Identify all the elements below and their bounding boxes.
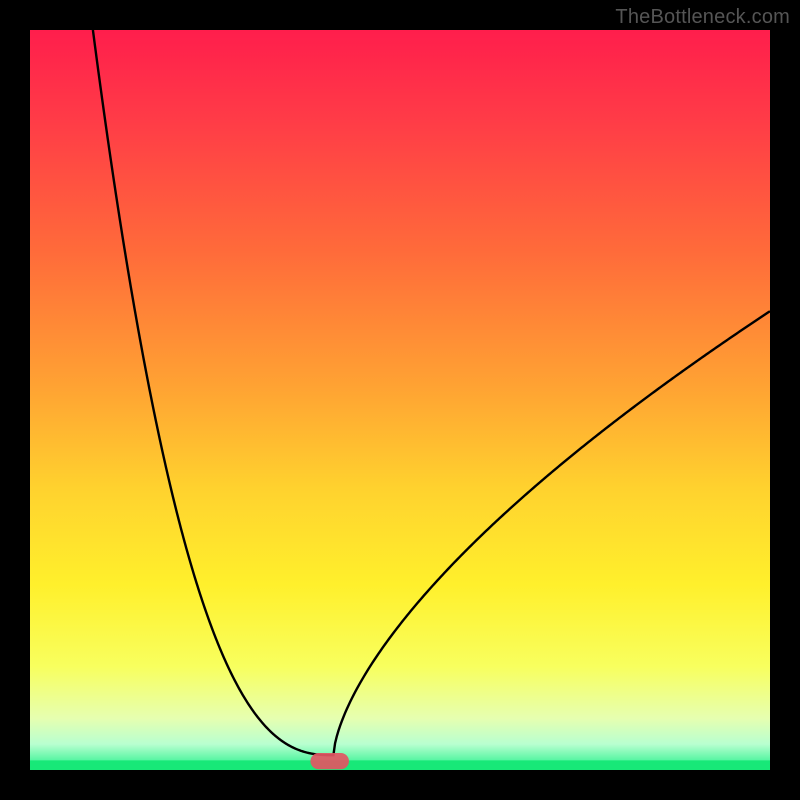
optimal-band	[30, 760, 770, 771]
watermark-text: TheBottleneck.com	[615, 6, 790, 29]
plot-background	[30, 30, 770, 770]
optimum-marker	[310, 753, 348, 769]
chart-container: TheBottleneck.com	[0, 0, 800, 800]
bottleneck-plot	[0, 0, 800, 800]
